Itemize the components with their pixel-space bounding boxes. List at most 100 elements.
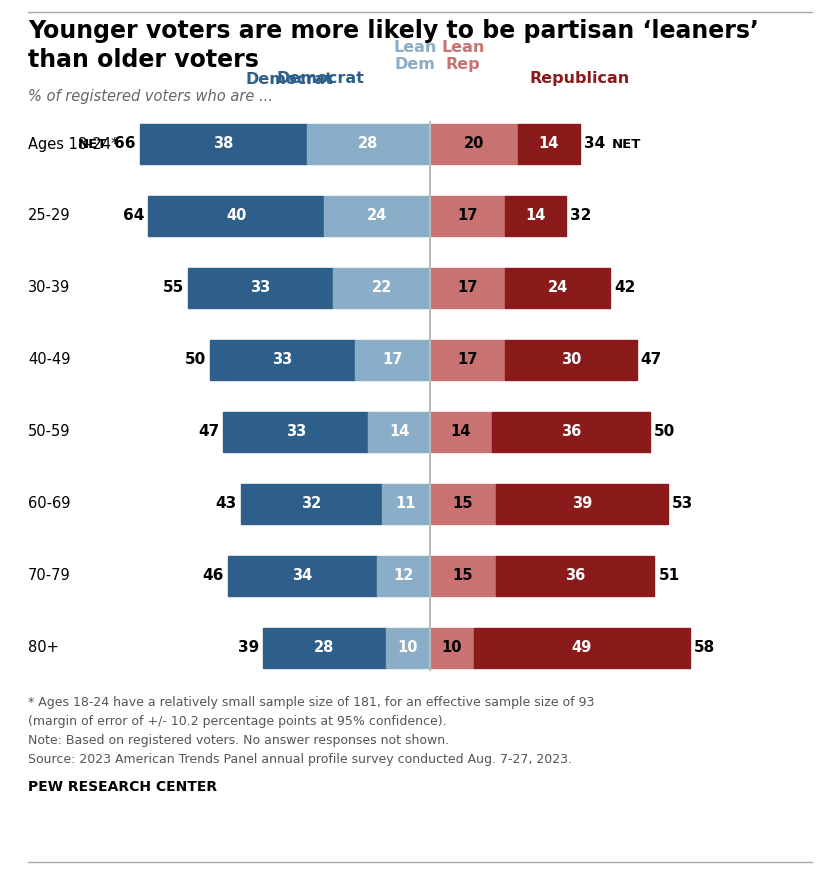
Text: 49: 49 bbox=[572, 641, 592, 656]
Text: 58: 58 bbox=[694, 641, 715, 656]
Bar bbox=[188, 268, 333, 308]
Text: 14: 14 bbox=[450, 425, 471, 440]
Text: 33: 33 bbox=[250, 281, 270, 295]
Text: Lean
Rep: Lean Rep bbox=[441, 39, 485, 72]
Text: 25-29: 25-29 bbox=[28, 209, 71, 224]
Text: 17: 17 bbox=[382, 352, 403, 367]
Text: 30: 30 bbox=[560, 352, 581, 367]
Bar bbox=[496, 484, 668, 524]
Bar bbox=[223, 412, 369, 452]
Bar bbox=[210, 340, 355, 380]
Text: PEW RESEARCH CENTER: PEW RESEARCH CENTER bbox=[28, 780, 217, 794]
Text: 15: 15 bbox=[453, 568, 473, 584]
Text: 50-59: 50-59 bbox=[28, 425, 71, 440]
Text: Ages 18-24*: Ages 18-24* bbox=[28, 136, 118, 151]
Bar bbox=[496, 556, 654, 596]
Bar bbox=[474, 628, 690, 668]
Bar bbox=[505, 340, 637, 380]
Text: Younger voters are more likely to be partisan ‘leaners’
than older voters: Younger voters are more likely to be par… bbox=[28, 19, 759, 72]
Bar bbox=[324, 196, 430, 236]
Bar bbox=[430, 124, 518, 164]
Bar bbox=[241, 484, 381, 524]
Text: 36: 36 bbox=[565, 568, 585, 584]
Text: 24: 24 bbox=[548, 281, 568, 295]
Text: 14: 14 bbox=[525, 209, 546, 224]
Text: 43: 43 bbox=[216, 496, 237, 511]
Text: 50: 50 bbox=[185, 352, 206, 367]
Text: % of registered voters who are ...: % of registered voters who are ... bbox=[28, 89, 273, 104]
Text: 32: 32 bbox=[570, 209, 591, 224]
Text: 15: 15 bbox=[453, 496, 473, 511]
Bar bbox=[386, 628, 430, 668]
Text: 32: 32 bbox=[301, 496, 322, 511]
Text: 11: 11 bbox=[396, 496, 416, 511]
Bar bbox=[518, 124, 580, 164]
Text: 17: 17 bbox=[457, 352, 478, 367]
Text: Democrat: Democrat bbox=[276, 71, 364, 86]
Text: 24: 24 bbox=[367, 209, 387, 224]
Text: 60-69: 60-69 bbox=[28, 496, 71, 511]
Text: 34: 34 bbox=[292, 568, 312, 584]
Text: * Ages 18-24 have a relatively small sample size of 181, for an effective sample: * Ages 18-24 have a relatively small sam… bbox=[28, 696, 595, 709]
Bar bbox=[505, 268, 611, 308]
Text: 33: 33 bbox=[286, 425, 306, 440]
Bar bbox=[430, 412, 491, 452]
Text: 10: 10 bbox=[442, 641, 462, 656]
Bar bbox=[430, 340, 505, 380]
Bar bbox=[139, 124, 307, 164]
Text: 80+: 80+ bbox=[28, 641, 59, 656]
Text: 17: 17 bbox=[457, 209, 478, 224]
Bar bbox=[228, 556, 377, 596]
Text: Source: 2023 American Trends Panel annual profile survey conducted Aug. 7-27, 20: Source: 2023 American Trends Panel annua… bbox=[28, 753, 572, 766]
Text: 30-39: 30-39 bbox=[28, 281, 71, 295]
Bar bbox=[333, 268, 430, 308]
Bar bbox=[430, 556, 496, 596]
Text: 39: 39 bbox=[238, 641, 259, 656]
Text: 12: 12 bbox=[393, 568, 414, 584]
Text: 20: 20 bbox=[464, 136, 484, 151]
Text: 22: 22 bbox=[371, 281, 391, 295]
Bar bbox=[263, 628, 386, 668]
Text: 47: 47 bbox=[198, 425, 219, 440]
Text: Republican: Republican bbox=[530, 71, 630, 86]
Text: 40: 40 bbox=[226, 209, 247, 224]
Bar bbox=[430, 268, 505, 308]
Bar bbox=[430, 628, 474, 668]
Text: 33: 33 bbox=[272, 352, 292, 367]
Text: 38: 38 bbox=[213, 136, 234, 151]
Text: 66: 66 bbox=[114, 136, 135, 151]
Text: Lean
Dem: Lean Dem bbox=[393, 39, 437, 72]
Text: 50: 50 bbox=[654, 425, 675, 440]
Text: 70-79: 70-79 bbox=[28, 568, 71, 584]
Bar bbox=[149, 196, 324, 236]
Text: 17: 17 bbox=[457, 281, 478, 295]
Text: Democrat: Democrat bbox=[246, 72, 333, 87]
Text: 51: 51 bbox=[659, 568, 680, 584]
Bar bbox=[307, 124, 430, 164]
Text: 40-49: 40-49 bbox=[28, 352, 71, 367]
Text: 28: 28 bbox=[358, 136, 379, 151]
Text: 34: 34 bbox=[584, 136, 605, 151]
Text: Note: Based on registered voters. No answer responses not shown.: Note: Based on registered voters. No ans… bbox=[28, 734, 449, 747]
Text: 42: 42 bbox=[614, 281, 636, 295]
Bar bbox=[377, 556, 430, 596]
Text: NET: NET bbox=[612, 137, 641, 150]
Text: (margin of error of +/- 10.2 percentage points at 95% confidence).: (margin of error of +/- 10.2 percentage … bbox=[28, 715, 447, 728]
Bar bbox=[381, 484, 430, 524]
Text: 39: 39 bbox=[572, 496, 592, 511]
Text: 53: 53 bbox=[672, 496, 693, 511]
Text: 47: 47 bbox=[641, 352, 662, 367]
Text: 55: 55 bbox=[163, 281, 184, 295]
Text: 14: 14 bbox=[389, 425, 409, 440]
Text: 14: 14 bbox=[538, 136, 559, 151]
Bar bbox=[491, 412, 650, 452]
Bar bbox=[430, 484, 496, 524]
Text: 10: 10 bbox=[398, 641, 418, 656]
Bar bbox=[430, 196, 505, 236]
Bar bbox=[355, 340, 430, 380]
Text: 36: 36 bbox=[560, 425, 581, 440]
Bar bbox=[505, 196, 566, 236]
Bar bbox=[369, 412, 430, 452]
Text: NET: NET bbox=[78, 137, 108, 150]
Text: 64: 64 bbox=[123, 209, 144, 224]
